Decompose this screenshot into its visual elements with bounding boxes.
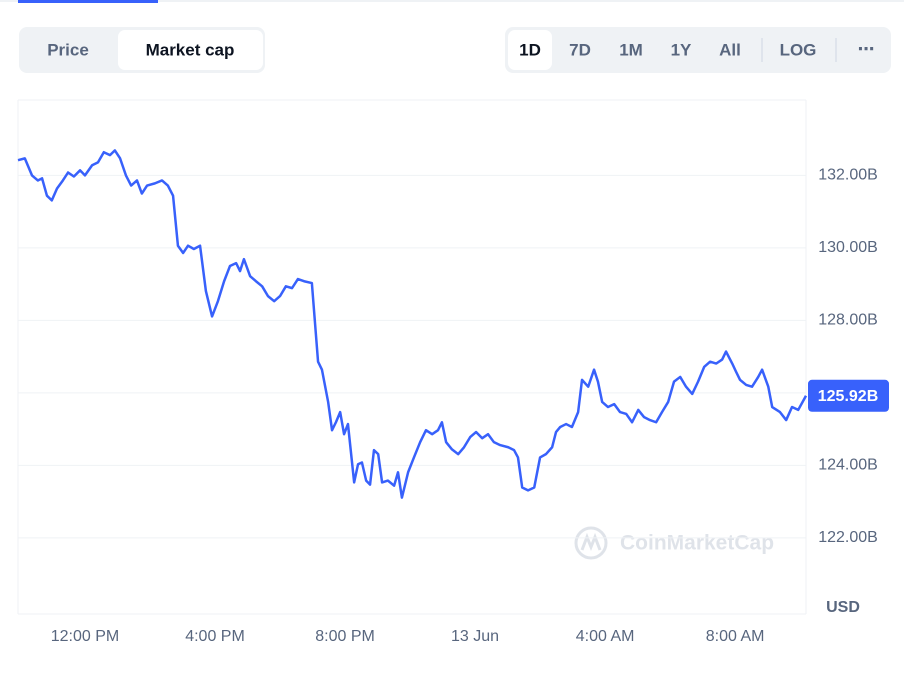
log-button[interactable]: LOG [780, 40, 817, 59]
view-button[interactable]: Market cap [146, 40, 235, 59]
y-tick-label: 122.00B [818, 529, 878, 546]
y-tick-label: 128.00B [818, 312, 878, 329]
view-active-bg [118, 30, 263, 70]
x-tick-label: 8:00 AM [706, 628, 765, 645]
range-button[interactable]: All [719, 40, 741, 59]
x-tick-label: 13 Jun [451, 628, 499, 645]
view-button[interactable]: Price [47, 40, 89, 59]
x-tick-label: 12:00 PM [51, 628, 119, 645]
range-button[interactable]: 1M [619, 40, 643, 59]
x-tick-label: 4:00 PM [185, 628, 245, 645]
current-value-label: 125.92B [818, 388, 879, 405]
y-tick-label: 130.00B [818, 239, 878, 256]
watermark-text: CoinMarketCap [620, 532, 774, 555]
range-button[interactable]: 7D [569, 40, 591, 59]
current-value-badge [808, 379, 889, 412]
y-tick-label: 124.00B [818, 457, 878, 474]
more-button[interactable]: ⋯ [858, 39, 875, 58]
watermark: CoinMarketCap [574, 526, 774, 560]
currency-label: USD [826, 599, 860, 616]
range-button[interactable]: 1D [519, 40, 541, 59]
tab-indicator [18, 0, 158, 3]
x-tick-label: 4:00 AM [576, 628, 635, 645]
price-line [17, 149, 808, 499]
range-toggle [505, 27, 891, 73]
x-tick-label: 8:00 PM [315, 628, 375, 645]
range-button[interactable]: 1Y [671, 40, 692, 59]
range-active-bg [508, 30, 552, 70]
y-tick-label: 132.00B [818, 167, 878, 184]
